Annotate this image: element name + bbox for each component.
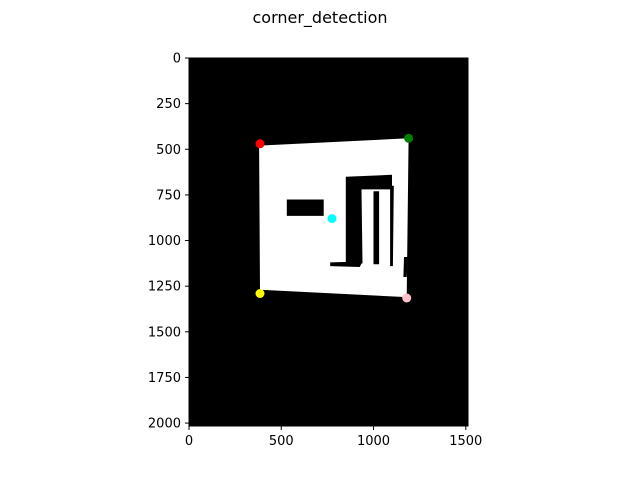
x-tick-label: 1500 [449,434,482,449]
x-tick-label: 1000 [357,434,390,449]
y-tick-label: 250 [156,97,181,112]
x-tick-label: 0 [185,434,193,449]
inner-dark-region-5 [403,257,408,277]
plot-frame [188,57,469,427]
x-axis: 0 500 1000 1500 [185,426,482,449]
plot-area: 0 500 1000 1500 0 250 500 750 1000 1250 1500 1750 2… [148,52,482,450]
corner-point-1 [404,133,414,143]
inner-dark-region-2 [373,191,380,265]
y-axis: 0 250 500 750 1000 1250 1500 1750 2000 [148,52,189,432]
corner-point-0 [255,139,265,149]
y-tick-label: 2000 [148,417,181,432]
y-tick-label: 500 [156,143,181,158]
chart-title: corner_detection [252,8,387,28]
y-tick-label: 1500 [148,325,181,340]
y-tick-label: 1250 [148,280,181,295]
y-tick-label: 750 [156,188,181,203]
corner-points [255,133,414,303]
corner-point-3 [255,289,265,298]
x-tick-label: 500 [269,434,294,449]
y-tick-label: 1000 [148,234,181,249]
inner-dark-region-1 [345,174,392,267]
inner-dark-region-3 [390,185,394,267]
y-tick-label: 0 [173,52,181,67]
corner-point-2 [327,214,337,224]
inner-dark-region-4 [330,261,363,267]
corner-point-4 [402,293,412,303]
y-tick-label: 1750 [148,371,181,386]
inner-dark-region-0 [286,199,324,216]
